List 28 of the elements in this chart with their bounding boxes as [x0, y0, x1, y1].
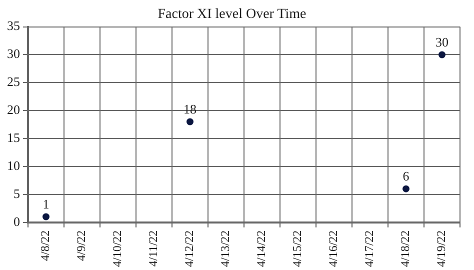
x-tick-label: 4/14/22 — [254, 230, 268, 268]
x-tick-label: 4/8/22 — [38, 230, 52, 262]
y-tick-label: 5 — [14, 186, 20, 201]
y-tick-label: 35 — [7, 18, 20, 34]
y-tick-label: 30 — [7, 46, 20, 62]
y-tick-label: 15 — [7, 130, 20, 145]
x-tick-label: 4/10/22 — [110, 230, 124, 268]
y-tick-label: 20 — [7, 102, 20, 118]
y-tick-label: 0 — [14, 214, 20, 229]
x-tick-label: 4/9/22 — [74, 230, 88, 262]
x-tick-label: 4/13/22 — [218, 230, 232, 268]
x-tick-label: 4/12/22 — [182, 230, 196, 268]
data-label: 30 — [436, 34, 448, 50]
x-tick-label: 4/18/22 — [398, 230, 412, 268]
point — [42, 213, 50, 220]
point — [186, 118, 194, 126]
x-tick-label: 4/11/22 — [146, 230, 160, 267]
y-tick-label: 10 — [7, 158, 20, 173]
x-tick-label: 4/16/22 — [326, 230, 340, 268]
chart-title: Factor XI level Over Time — [158, 7, 306, 22]
data-label: 1 — [42, 196, 50, 212]
x-tick-label: 4/19/22 — [434, 230, 448, 268]
point — [438, 51, 446, 58]
data-label: 6 — [402, 168, 410, 184]
y-tick-label: 25 — [7, 74, 20, 90]
x-tick-label: 4/15/22 — [290, 230, 304, 268]
point — [402, 185, 410, 192]
x-tick-label: 4/17/22 — [362, 230, 376, 268]
